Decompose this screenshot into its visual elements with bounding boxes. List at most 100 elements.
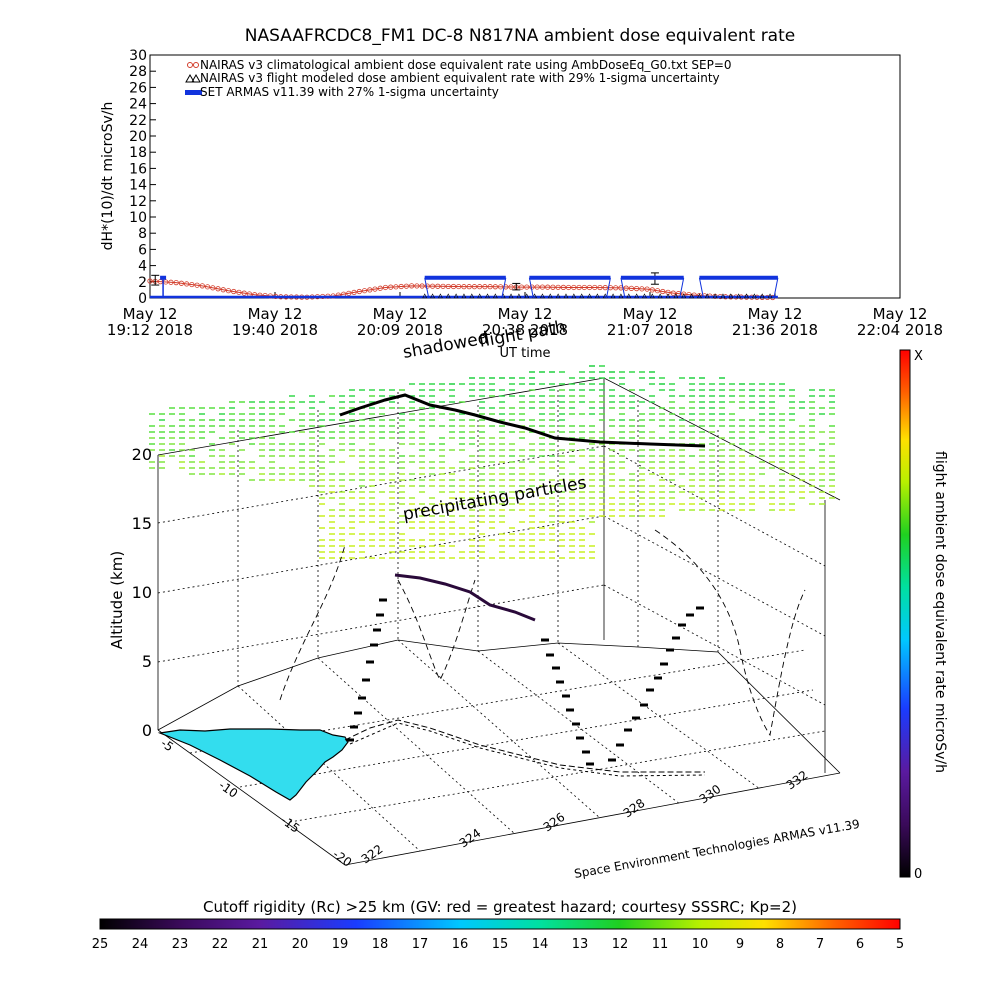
longitude-axis: 322 324 326 328 330 332 (359, 768, 811, 867)
top-x-tick-date: May 12 (498, 305, 553, 323)
legend-label-modeled: NAIRAS v3 flight modeled dose ambient eq… (200, 71, 720, 85)
climatological-point (372, 286, 378, 292)
climatological-point (571, 284, 577, 291)
rigidity-tick-label: 15 (492, 937, 509, 952)
rigidity-tick-label: 23 (172, 937, 189, 952)
longitude-tick-label: 330 (697, 782, 724, 807)
altitude-tick-label: 0 (142, 721, 152, 740)
modeled-marker (602, 293, 608, 299)
latitude-tick-label: -10 (216, 778, 240, 801)
climatological-point (597, 284, 603, 291)
climatological-point (471, 284, 478, 290)
modeled-marker (759, 293, 765, 299)
armas-marker (160, 275, 167, 280)
top-x-tick-date: May 12 (873, 305, 928, 323)
climatological-point (393, 284, 399, 290)
top-y-tick-label: 10 (129, 210, 147, 226)
climatological-point (445, 283, 451, 290)
rigidity-tick-label: 6 (856, 937, 864, 952)
climatological-point (173, 280, 179, 286)
longitude-tick-label: 322 (359, 842, 386, 867)
modeled-marker (571, 293, 577, 299)
longitude-tick-label: 328 (621, 796, 648, 821)
climatological-point (482, 284, 488, 290)
top-x-tick-date: May 12 (748, 305, 803, 323)
climatological-point (450, 283, 457, 290)
top-x-tick-date: May 12 (248, 305, 303, 323)
top-x-tick-time: 20:09 2018 (357, 321, 443, 339)
modeled-marker (665, 293, 671, 299)
modeled-marker (547, 293, 553, 299)
rigidity-tick-label: 21 (252, 937, 269, 952)
climatological-point (388, 284, 394, 290)
climatological-point (414, 283, 420, 289)
rigidity-tick-label: 14 (532, 937, 549, 952)
climatological-point (487, 284, 493, 290)
modeled-marker (657, 293, 663, 299)
legend-label-climatological: NAIRAS v3 climatological ambient dose eq… (200, 58, 732, 72)
flight-path-high (339, 393, 706, 448)
climatological-point (231, 288, 237, 295)
modeled-marker (469, 293, 475, 299)
legend: NAIRAS v3 climatological ambient dose eq… (185, 58, 732, 99)
climatological-point (634, 286, 640, 292)
latitude-tick-label: -15 (278, 813, 302, 836)
climatological-point (419, 283, 425, 289)
top-x-tick-time: 22:04 2018 (857, 321, 943, 339)
climatological-point (377, 285, 383, 291)
climatological-point (220, 287, 226, 293)
climatological-point (670, 290, 676, 296)
altitude-tick-label: 15 (132, 514, 152, 533)
climatological-point (628, 285, 634, 291)
modeled-marker (751, 293, 757, 299)
modeled-marker (736, 293, 742, 299)
altitude-tick-label: 10 (132, 583, 152, 602)
climatological-point (581, 284, 587, 291)
rigidity-colorbar-title: Cutoff rigidity (Rc) >25 km (GV: red = g… (203, 898, 797, 916)
modeled-marker (744, 293, 749, 299)
modeled-marker (587, 293, 593, 299)
climatological-point (602, 285, 608, 291)
climatological-point (204, 284, 211, 290)
climatological-point (492, 284, 498, 290)
climatological-point (194, 282, 200, 288)
top-y-tick-label: 24 (129, 97, 147, 113)
top-y-tick-label: 2 (138, 275, 147, 291)
rigidity-tick-label: 17 (412, 937, 429, 952)
climatological-point (565, 284, 572, 291)
top-y-tick-label: 14 (129, 178, 147, 194)
top-x-tick-time: 19:40 2018 (232, 321, 318, 339)
modeled-marker (610, 293, 616, 299)
climatological-line (149, 280, 778, 299)
climatological-point (524, 284, 530, 290)
rigidity-tick-label: 5 (896, 937, 904, 952)
climatological-point (382, 284, 389, 291)
dose-colorbar (899, 349, 911, 878)
climatological-point (189, 281, 195, 288)
modeled-marker (634, 293, 640, 299)
climatological-point (403, 283, 409, 289)
top-x-tick-date: May 12 (623, 305, 678, 323)
modeled-marker (681, 293, 687, 299)
climatological-point (456, 283, 462, 290)
climatological-point (178, 280, 184, 286)
rigidity-tick-label: 16 (452, 937, 469, 952)
climatological-point (351, 289, 357, 296)
rigidity-tick-label: 9 (736, 937, 744, 952)
top-y-tick-label: 28 (129, 64, 147, 80)
climatological-point (461, 284, 467, 290)
top-x-tick-time: 19:12 2018 (107, 321, 193, 339)
modeled-marker (696, 293, 702, 299)
modeled-marker (689, 293, 695, 299)
legend-label-armas: SET ARMAS v11.39 with 27% 1-sigma uncert… (200, 85, 499, 99)
precipitating-particle-cloud (149, 365, 835, 559)
modeled-marker (445, 293, 451, 299)
climatological-point (429, 283, 436, 289)
modeled-marker (555, 293, 561, 299)
climatological-point (550, 284, 556, 290)
modeled-marker (618, 293, 624, 299)
legend-entry-armas: SET ARMAS v11.39 with 27% 1-sigma uncert… (185, 85, 499, 99)
climatological-point (199, 283, 205, 289)
longitude-tick-label: 326 (541, 810, 568, 835)
